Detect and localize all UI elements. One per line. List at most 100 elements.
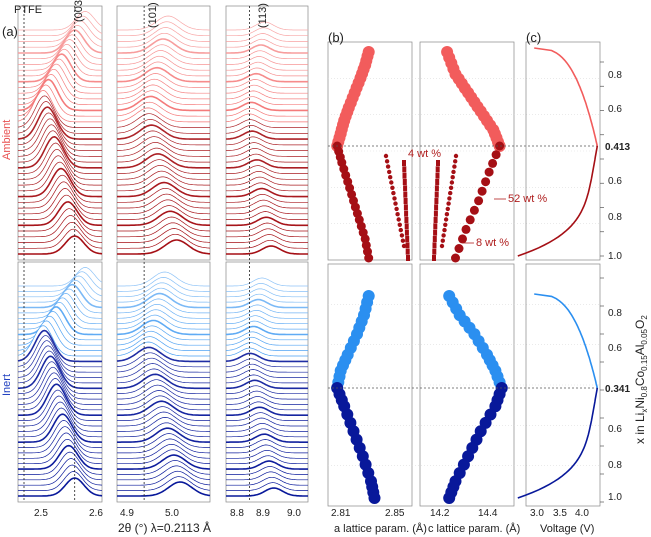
y-top-tick-3: 0.413 <box>605 142 630 153</box>
y-bot-tick-3: 0.341 <box>605 384 630 395</box>
amb-c-bar-3 <box>435 179 440 185</box>
ambient-pattern-22-seg-2 <box>225 119 308 128</box>
inert-pattern-9-seg-2 <box>226 439 308 448</box>
ambient-pattern-30-seg-1 <box>116 66 210 83</box>
ambient-pattern-34-seg-2 <box>226 50 308 60</box>
amb-c-dis-pt-3 <box>484 167 494 177</box>
amb-c-bar-1 <box>435 166 440 173</box>
amb-c-bar-4 <box>434 185 439 192</box>
inert-pattern-32-seg-2 <box>225 315 308 325</box>
amb-a-minor-17 <box>401 243 407 249</box>
amb-c-dis-pt-9 <box>461 224 471 234</box>
amb-c-dis-pt-4 <box>481 177 491 187</box>
amb-c-dis-pt-7 <box>469 205 479 215</box>
amb-c-bar-15 <box>432 255 436 261</box>
panel-b-lattice <box>327 41 600 507</box>
inert-pattern-14-seg-2 <box>226 412 308 421</box>
ambient-pattern-0-seg-0 <box>18 235 103 255</box>
amb-c-dis-pt-0 <box>495 141 505 151</box>
inert-pattern-2-seg-2 <box>226 476 308 486</box>
amb-c-minor-8 <box>447 196 452 201</box>
y-top-tick-1: 0.8 <box>608 70 622 81</box>
amb-a-bar-11 <box>404 229 409 236</box>
amb-a-minor-1 <box>384 159 390 164</box>
inert-pattern-21-seg-2 <box>225 374 308 384</box>
ambient-pattern-11-seg-2 <box>226 182 308 192</box>
inert-pattern-18-seg-2 <box>225 390 308 400</box>
amb-a-minor-15 <box>399 233 405 238</box>
ambient-pattern-16-seg-2 <box>226 153 308 163</box>
inert-pattern-8-seg-1 <box>117 438 210 454</box>
ambient-pattern-4-seg-2 <box>226 222 308 232</box>
amb-c-minor-16 <box>440 238 445 243</box>
inert-pattern-8-seg-2 <box>226 444 308 454</box>
inert-a-dis-pt-15 <box>368 492 381 504</box>
inert-pattern-34-seg-2 <box>226 304 308 314</box>
c-tick-1: 3.0 <box>530 508 544 519</box>
inert-pattern-20-seg-2 <box>225 379 308 390</box>
c-xlabel: Voltage (V) <box>540 523 594 535</box>
amb-c-bar-6 <box>434 198 439 204</box>
amb-c-minor-13 <box>443 222 448 227</box>
ambient-pattern-1-seg-2 <box>226 239 308 249</box>
amb-c-dis-pt-10 <box>458 234 467 244</box>
inert-pattern-34-seg-1 <box>117 298 210 314</box>
inert-pattern-12-seg-2 <box>226 423 308 432</box>
amb-c-minor-9 <box>446 201 451 206</box>
y-axis-label: x in LixNi0.8Co0.15Al0.05O2 <box>633 315 649 444</box>
ambient-pattern-21-seg-2 <box>225 125 308 134</box>
inert-pattern-38-seg-2 <box>226 283 308 292</box>
amb-a-minor-9 <box>393 201 398 206</box>
y-bot-tick-4: 0.6 <box>608 424 622 435</box>
amb-c-dis-pt-6 <box>474 196 484 206</box>
inert-pattern-32-seg-1 <box>117 309 210 325</box>
inert-pattern-7-seg-1 <box>117 443 211 459</box>
y-ticks-top: 0.8 0.6 0.413 0.6 0.8 1.0 <box>605 70 630 262</box>
inert-pattern-0-seg-1 <box>117 481 211 497</box>
c-tick-2: 3.5 <box>553 508 567 519</box>
amb-a-minor-8 <box>392 196 397 201</box>
voltage-ambient-discharge <box>517 145 599 257</box>
ambient-pattern-0-seg-2 <box>226 245 308 255</box>
amb-c-dis-pt-11 <box>454 244 464 253</box>
amb-a-minor-12 <box>396 217 401 222</box>
inert-pattern-15-seg-2 <box>226 406 308 416</box>
ambient-pattern-2-seg-2 <box>226 234 308 243</box>
voltage-ambient-charge <box>534 47 599 147</box>
y-top-tick-6: 1.0 <box>608 251 622 262</box>
inert-pattern-29-seg-2 <box>225 331 308 341</box>
inert-pattern-6-seg-0 <box>18 438 102 465</box>
amb-c-minor-6 <box>448 185 454 190</box>
ambient-pattern-6-seg-0 <box>18 194 102 220</box>
y-ticks-bottom: 0.8 0.6 0.341 0.6 0.8 1.0 <box>605 308 630 503</box>
amb-a-bar-1 <box>402 166 407 173</box>
ambient-pattern-38-seg-2 <box>226 27 308 37</box>
inert-pattern-35-seg-2 <box>226 298 308 309</box>
amb-a-bar-9 <box>404 217 409 223</box>
ambient-pattern-30-seg-2 <box>226 72 308 83</box>
amb-c-bar-0 <box>436 160 440 166</box>
ambient-pattern-20-seg-2 <box>226 130 308 140</box>
inert-pattern-30-seg-2 <box>226 325 308 336</box>
amb-c-dis-pt-2 <box>488 158 498 168</box>
amb-a-bar-4 <box>403 185 408 192</box>
amb-c-dis-pt-8 <box>465 215 475 225</box>
ambient-pattern-23-seg-2 <box>225 113 308 123</box>
y-bot-tick-5: 0.8 <box>608 460 622 471</box>
inert-pattern-31-seg-2 <box>226 320 308 330</box>
ambient-pattern-5-seg-2 <box>226 216 308 227</box>
inert-label: Inert <box>1 374 13 396</box>
y-label-part-3: Co <box>633 371 647 387</box>
amb-a-bar-7 <box>403 204 408 211</box>
panel-c-voltage <box>517 41 604 507</box>
inert-pattern-0-seg-0 <box>18 477 103 497</box>
ambient-pattern-33-seg-2 <box>225 56 308 65</box>
amb-a-bar-0 <box>402 160 406 166</box>
amb-a-minor-4 <box>388 175 393 180</box>
inert-pattern-30-seg-1 <box>116 319 210 336</box>
amb-a-bar-8 <box>404 210 409 217</box>
inert-pattern-11-seg-2 <box>226 428 308 438</box>
ambient-pattern-25-seg-2 <box>225 101 308 112</box>
y-label-sub-4: 0.05 <box>640 328 649 344</box>
inert-pattern-31-seg-1 <box>117 314 210 330</box>
